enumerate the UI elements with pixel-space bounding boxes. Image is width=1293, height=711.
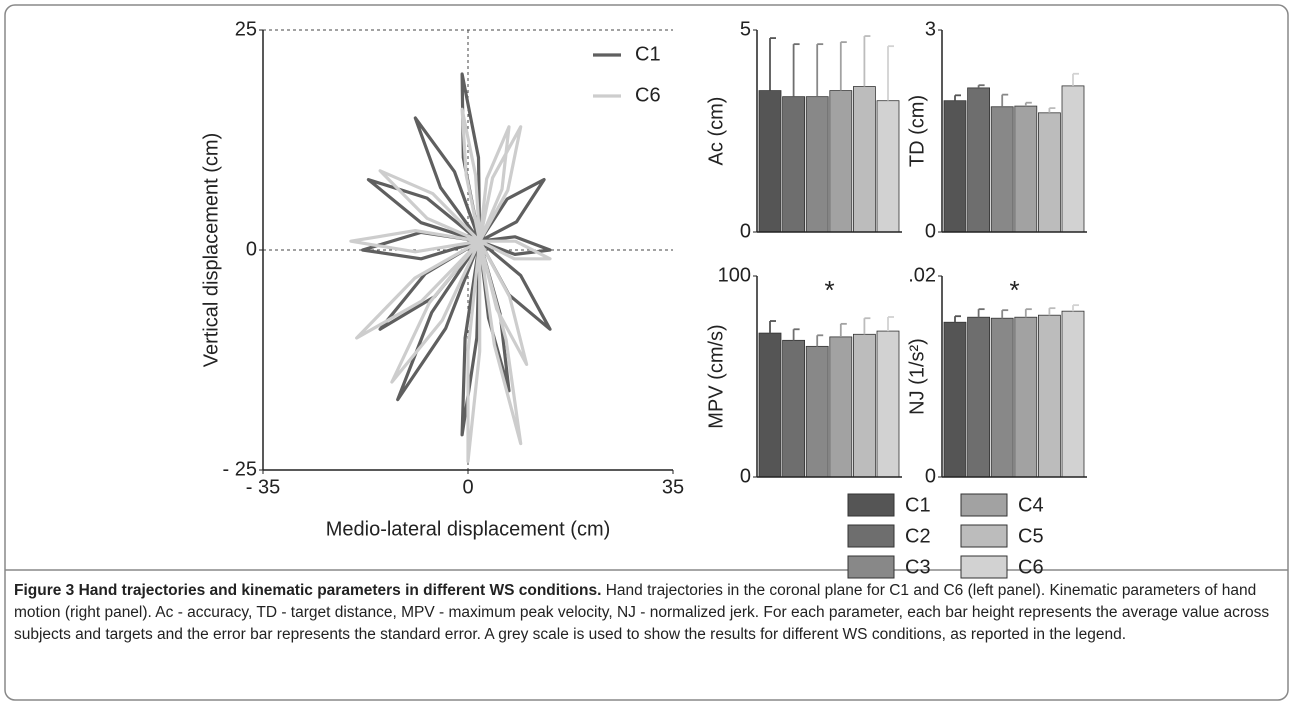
y-tick-label: - 25 [223,458,257,480]
bar [1014,316,1038,478]
bar [943,321,967,478]
bar [853,86,876,233]
y-tick-label: 100 [718,264,751,286]
x-tick-label: 0 [462,476,473,498]
y-tick-label: 0 [740,220,751,242]
caption: Figure 3 Hand trajectories and kinematic… [14,580,1276,646]
y-axis-label: NJ (1/s²) [906,338,928,415]
y-axis-label: MPV (cm/s) [705,324,727,428]
y-tick-label: 0 [925,465,936,487]
bar [990,317,1014,478]
bar [758,90,782,233]
trajectory [361,72,552,437]
legend-swatch [847,524,895,548]
bar [876,330,900,478]
bar [805,96,829,233]
bar [990,106,1014,233]
legend-swatch [847,493,895,517]
bar [1061,85,1085,233]
significance-marker: * [1009,275,1019,305]
bar [829,336,853,478]
legend-swatch [960,555,1008,579]
legend-label: C6 [635,84,661,106]
legend-label: C1 [635,43,661,65]
y-tick-label: 0 [246,238,257,260]
bar [1038,314,1061,478]
bar [967,316,990,478]
y-tick-label: 0 [740,465,751,487]
bar [829,90,853,233]
significance-marker: * [824,275,834,305]
bar [943,100,967,233]
legend-swatch [960,524,1008,548]
frame [4,4,1289,701]
y-tick-label: 5 [740,18,751,40]
bar [1014,105,1038,233]
legend-label: C3 [905,556,931,578]
y-tick-label: 3 [925,18,936,40]
x-tick-label: - 35 [246,476,280,498]
x-tick-label: 35 [662,476,684,498]
y-tick-label: 0 [925,220,936,242]
y-axis-label: Vertical displacement (cm) [200,133,222,368]
bar [1038,112,1061,233]
legend-label: C6 [1018,556,1044,578]
legend-label: C5 [1018,525,1044,547]
bar [805,345,829,478]
y-tick-label: 25 [235,18,257,40]
y-tick-label: .02 [908,264,936,286]
legend-label: C1 [905,494,931,516]
y-axis-label: TD (cm) [906,95,928,167]
bar [758,332,782,478]
bar [967,87,990,233]
legend-swatch [847,555,895,579]
bar [782,96,805,233]
trajectory [349,107,552,463]
bar [853,333,876,478]
legend-swatch [960,493,1008,517]
legend-label: C2 [905,525,931,547]
legend-label: C4 [1018,494,1044,516]
y-axis-label: Ac (cm) [705,97,727,166]
caption-title: Figure 3 Hand trajectories and kinematic… [14,582,602,599]
x-axis-label: Medio-lateral displacement (cm) [326,518,611,540]
bar [1061,310,1085,478]
bar [782,339,805,478]
caption-text: Hand trajectories in the coronal plane f… [14,582,1270,643]
bar [876,100,900,233]
